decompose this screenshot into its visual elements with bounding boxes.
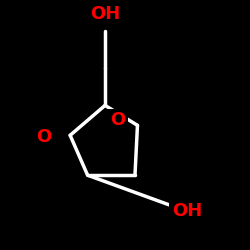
- Text: O: O: [110, 111, 125, 129]
- Text: OH: OH: [90, 5, 120, 23]
- Text: O: O: [36, 128, 52, 146]
- Text: OH: OH: [172, 202, 203, 220]
